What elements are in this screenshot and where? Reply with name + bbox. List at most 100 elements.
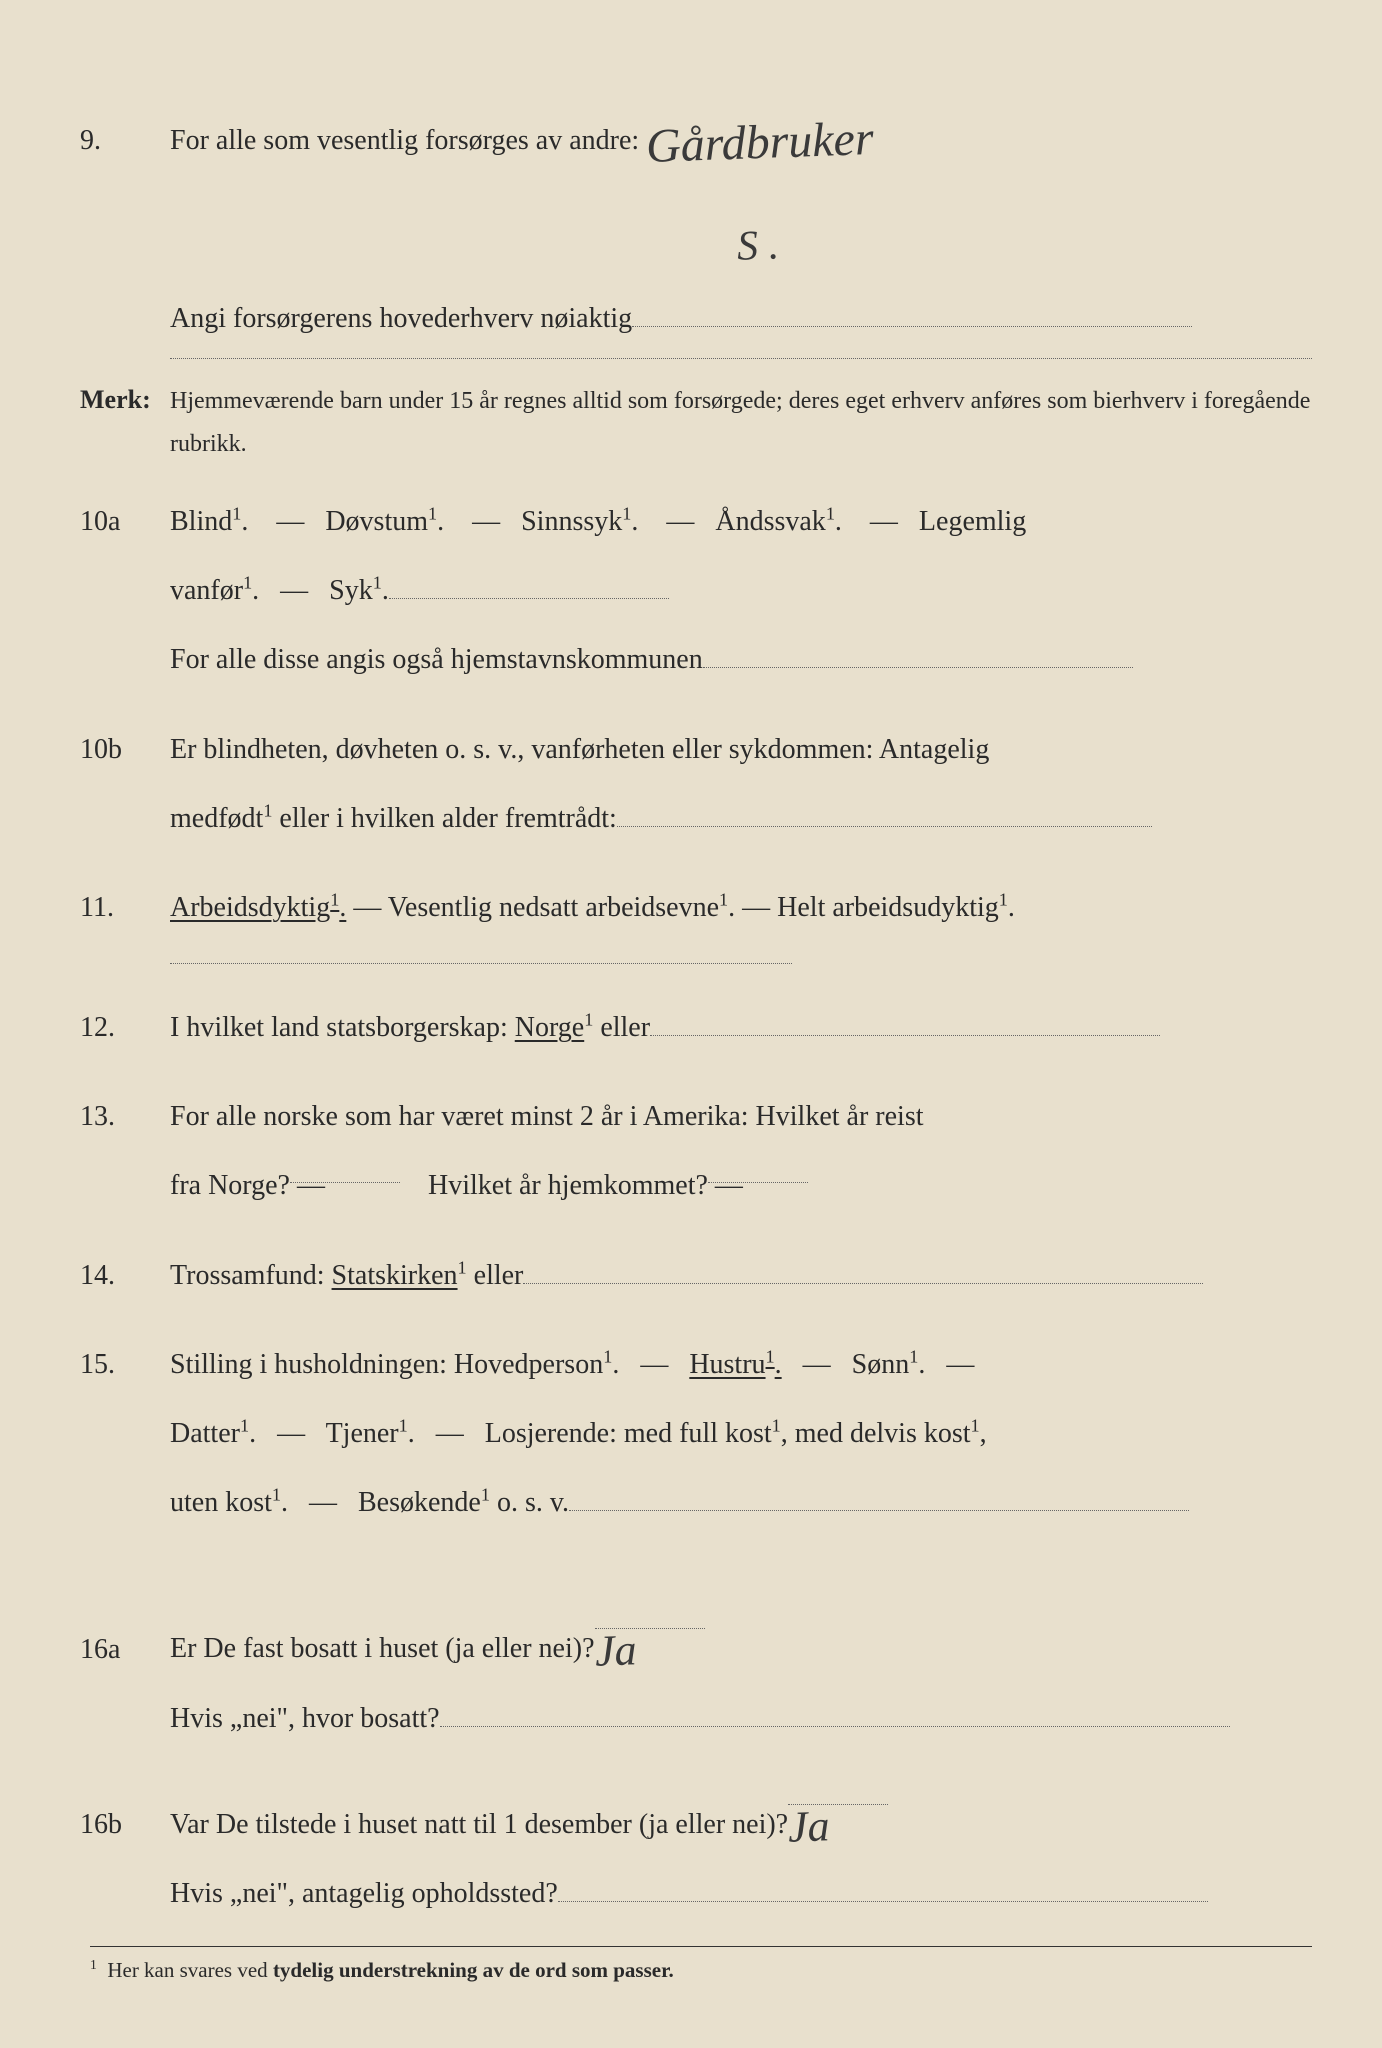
q10b-medfodt: medfødt	[170, 803, 263, 834]
dot: .	[775, 1349, 782, 1380]
merk-text: Hjemmeværende barn under 15 år regnes al…	[170, 380, 1312, 466]
divider	[170, 963, 792, 964]
question-number: 10a	[80, 488, 170, 555]
opt-sonn: Sønn	[852, 1349, 910, 1380]
q15-osv: o. s. v.	[490, 1487, 569, 1518]
opt-vanfor: vanfør	[170, 575, 243, 606]
handwritten-ja: Ja	[786, 1773, 831, 1880]
q10b-line2: medfødt1 eller i hvilken alder fremtrådt…	[170, 785, 1312, 852]
dash: —	[273, 575, 315, 606]
opt-hustru: Hustru	[689, 1349, 765, 1380]
dash: —	[465, 506, 507, 537]
q11-content: Arbeidsdyktig1. — Vesentlig nedsatt arbe…	[170, 874, 1312, 941]
q10a-line3: For alle disse angis også hjemstavnskomm…	[170, 626, 1312, 693]
question-13: 13. For alle norske som har været minst …	[80, 1083, 1312, 1150]
handwritten-ja: Ja	[593, 1598, 638, 1705]
q13-text: For alle norske som har været minst 2 år…	[170, 1083, 1312, 1150]
handwritten-mark: S .	[735, 199, 780, 293]
q10b-text: Er blindheten, døvheten o. s. v., vanfør…	[170, 716, 1312, 783]
dot: .	[437, 506, 444, 537]
question-content: For alle som vesentlig forsørges av andr…	[170, 90, 1312, 196]
q9-text: For alle som vesentlig forsørges av andr…	[170, 125, 639, 156]
merk-label: Merk:	[80, 377, 170, 424]
opt-statskirken: Statskirken	[332, 1260, 458, 1291]
opt-datter: Datter	[170, 1418, 240, 1449]
opt-andssvak: Åndssvak	[715, 506, 825, 537]
dot: .	[382, 575, 389, 606]
q16b-line2-text: Hvis „nei", antagelig opholdssted?	[170, 1878, 558, 1909]
q16a-text: Er De fast bosatt i huset (ja eller nei)…	[170, 1634, 595, 1665]
question-16b: 16b Var De tilstede i huset natt til 1 d…	[80, 1774, 1312, 1858]
opt-tjener: Tjener	[326, 1418, 399, 1449]
q16a-line2: Hvis „nei", hvor bosatt?	[170, 1685, 1312, 1752]
opt-besokende: Besøkende	[358, 1487, 481, 1518]
dash: —	[429, 1418, 471, 1449]
dot: .	[631, 506, 638, 537]
opt-losjerende: Losjerende: med full kost	[485, 1418, 772, 1449]
q12-after: eller	[593, 1012, 650, 1043]
dash: —	[633, 1349, 675, 1380]
footnote-bold: tydelig understrekning av de ord som pas…	[273, 1958, 674, 1982]
q10a-hjemstavn: For alle disse angis også hjemstavnskomm…	[170, 644, 703, 675]
opt-dovstum: Døvstum	[325, 506, 428, 537]
q14-after: eller	[467, 1260, 524, 1291]
dash: —	[302, 1487, 344, 1518]
question-number: 16a	[80, 1616, 170, 1683]
question-11: 11. Arbeidsdyktig1. — Vesentlig nedsatt …	[80, 874, 1312, 941]
question-number: 10b	[80, 716, 170, 783]
q15-line3: uten kost1. — Besøkende1 o. s. v.	[170, 1469, 1312, 1536]
q10b-alder: eller i hvilken alder fremtrådt:	[272, 803, 616, 834]
question-10b: 10b Er blindheten, døvheten o. s. v., va…	[80, 716, 1312, 783]
question-number: 15.	[80, 1331, 170, 1398]
q12-content: I hvilket land statsborgerskap: Norge1 e…	[170, 994, 1312, 1061]
question-number: 16b	[80, 1791, 170, 1858]
q11-end: — Helt arbeidsudyktig	[735, 892, 999, 923]
q13-franorge: fra Norge?	[170, 1170, 290, 1201]
q16b-content: Var De tilstede i huset natt til 1 desem…	[170, 1774, 1312, 1858]
q11-mid: — Vesentlig nedsatt arbeidsevne	[346, 892, 719, 923]
q15-line2: Datter1. — Tjener1. — Losjerende: med fu…	[170, 1400, 1312, 1467]
question-number: 13.	[80, 1083, 170, 1150]
q15-content: Stilling i husholdningen: Hovedperson1. …	[170, 1331, 1312, 1398]
dot: .	[918, 1349, 925, 1380]
q16a-line2-text: Hvis „nei", hvor bosatt?	[170, 1703, 440, 1734]
opt-syk: Syk	[329, 575, 373, 606]
dot: .	[835, 506, 842, 537]
q9-line2: Angi forsørgerens hovederhverv nøiaktig	[170, 288, 1312, 350]
dot: .	[612, 1349, 619, 1380]
question-9: 9. For alle som vesentlig forsørges av a…	[80, 90, 1312, 196]
question-number: 14.	[80, 1242, 170, 1309]
q9-line2-text: Angi forsørgerens hovederhverv nøiaktig	[170, 303, 632, 334]
opt-norge: Norge	[515, 1012, 584, 1043]
question-12: 12. I hvilket land statsborgerskap: Norg…	[80, 994, 1312, 1061]
q14-content: Trossamfund: Statskirken1 eller	[170, 1242, 1312, 1309]
q13-hjemkommet: Hvilket år hjemkommet?	[428, 1170, 708, 1201]
question-number: 9.	[80, 110, 170, 172]
q16a-content: Er De fast bosatt i huset (ja eller nei)…	[170, 1598, 1312, 1682]
dot: .	[281, 1487, 288, 1518]
q13-line2: fra Norge? — Hvilket år hjemkommet? —	[170, 1152, 1312, 1219]
dot: .	[249, 1418, 256, 1449]
question-14: 14. Trossamfund: Statskirken1 eller	[80, 1242, 1312, 1309]
footnote: 1 Her kan svares ved tydelig understrekn…	[90, 1946, 1312, 1983]
footnote-marker: 1	[90, 1957, 97, 1972]
opt-arbeidsdyktig: Arbeidsdyktig	[170, 892, 330, 923]
dot: .	[241, 506, 248, 537]
question-10a: 10a Blind1. — Døvstum1. — Sinnssyk1. — Å…	[80, 488, 1312, 555]
q9-submark-line: S .	[170, 200, 1312, 292]
dash: —	[796, 1349, 838, 1380]
question-15: 15. Stilling i husholdningen: Hovedperso…	[80, 1331, 1312, 1398]
handwritten-answer: Gårdbruker	[644, 86, 875, 199]
q14-text: Trossamfund:	[170, 1260, 332, 1291]
dot: .	[252, 575, 259, 606]
dash: —	[659, 506, 701, 537]
q16b-text: Var De tilstede i huset natt til 1 desem…	[170, 1809, 788, 1840]
q16b-line2: Hvis „nei", antagelig opholdssted?	[170, 1860, 1312, 1927]
q10a-line2: vanfør1. — Syk1.	[170, 557, 1312, 624]
divider	[170, 358, 1312, 359]
question-number: 12.	[80, 994, 170, 1061]
dash: —	[269, 506, 311, 537]
merk-note: Merk: Hjemmeværende barn under 15 år reg…	[80, 377, 1312, 466]
opt-legemlig: Legemlig	[919, 506, 1026, 537]
opt-delvis: , med delvis kost	[781, 1418, 971, 1449]
